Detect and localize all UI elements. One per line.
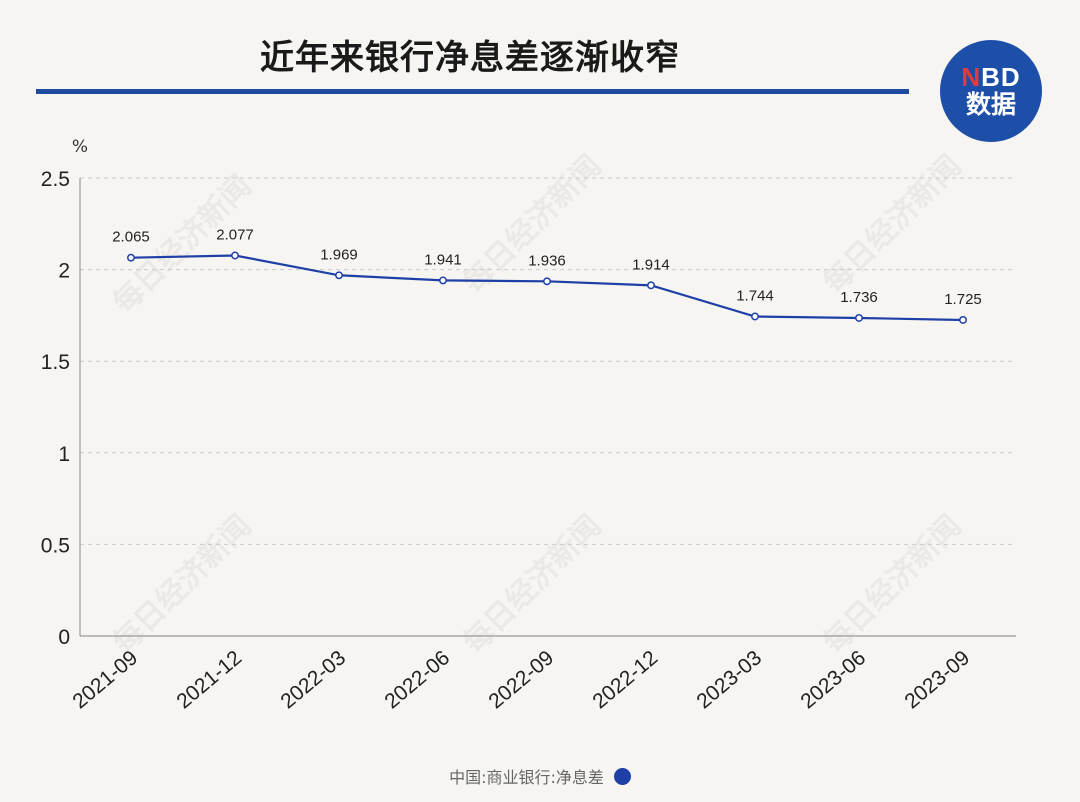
legend-marker (613, 767, 631, 785)
data-label: 2.077 (216, 226, 254, 243)
data-point (855, 314, 863, 322)
data-label: 1.725 (944, 291, 982, 308)
y-tick-label: 2 (58, 260, 70, 283)
data-label: 1.936 (528, 252, 566, 269)
data-label: 1.969 (320, 246, 358, 263)
data-label: 1.744 (736, 287, 774, 304)
data-point (127, 253, 135, 262)
nbd-logo: NBD 数据 (940, 40, 1042, 142)
y-unit-label: % (72, 137, 88, 157)
legend: 中国:商业银行:净息差 (0, 764, 1080, 788)
y-tick-label: 0.5 (41, 534, 70, 557)
x-tick-label: 2022-09 (484, 646, 558, 713)
chart-title: 近年来银行净息差逐渐收窄 (260, 38, 680, 78)
line-chart: % 0 0.5 1 1.5 2 2.5 2021-09 2021-12 2022-03 2022-0… (41, 137, 1016, 713)
data-point (751, 312, 759, 321)
x-tick-label: 2023-09 (900, 646, 974, 713)
data-point (335, 271, 343, 280)
y-tick-label: 1 (58, 443, 70, 466)
x-tick-label: 2021-12 (172, 646, 246, 713)
x-tick-label: 2022-03 (276, 646, 350, 713)
x-tick-label: 2022-06 (380, 646, 454, 713)
logo-bd: BD (981, 62, 1021, 93)
title-divider (36, 89, 909, 94)
y-tick-label: 1.5 (41, 351, 70, 374)
data-label: 2.065 (112, 229, 150, 246)
data-point (543, 277, 551, 286)
data-label: 1.941 (424, 251, 462, 268)
data-label: 1.914 (632, 256, 670, 273)
y-tick-label: 2.5 (41, 168, 70, 191)
x-tick-label: 2023-06 (796, 646, 870, 713)
logo-line2: 数据 (965, 89, 1016, 119)
data-point (647, 281, 655, 290)
x-tick-label: 2021-09 (68, 646, 142, 713)
y-tick-label: 0 (58, 626, 70, 649)
legend-label: 中国:商业银行:净息差 (449, 768, 604, 787)
x-tick-label: 2022-12 (588, 646, 662, 713)
x-tick-label: 2023-03 (692, 646, 766, 713)
data-point (231, 251, 239, 260)
data-label: 1.736 (840, 289, 878, 306)
data-point (439, 276, 447, 285)
logo-n: N (961, 62, 982, 93)
data-point (959, 316, 967, 324)
